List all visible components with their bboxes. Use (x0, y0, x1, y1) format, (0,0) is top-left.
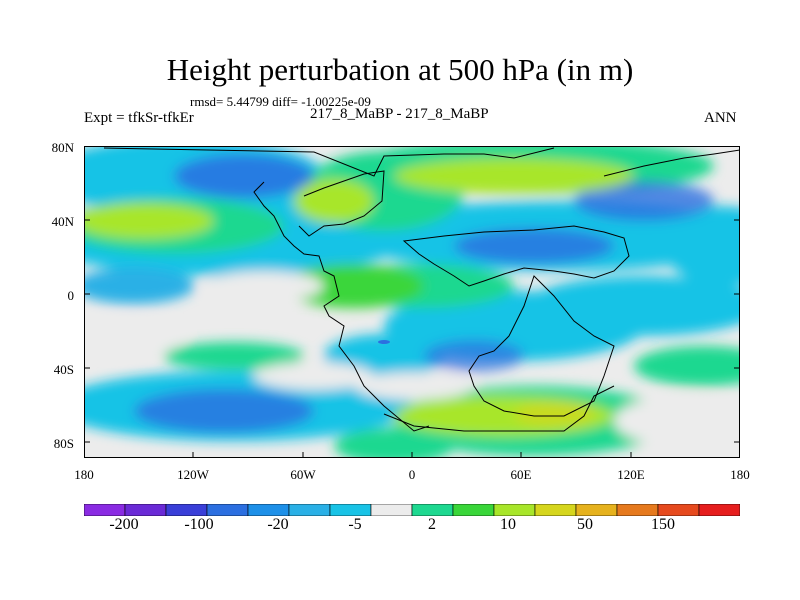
colorbar-swatch (411, 504, 454, 516)
colorbar-swatch (329, 504, 372, 516)
coastline (603, 149, 740, 177)
colorbar-label: 50 (577, 516, 593, 533)
contour-region (164, 342, 304, 370)
contour-region (84, 318, 184, 354)
contour-region (514, 402, 594, 426)
contour-region (424, 340, 524, 372)
contour-region (174, 154, 314, 198)
contour-region (284, 264, 424, 308)
coastline (298, 170, 385, 237)
plot-title: Height perturbation at 500 hPa (in m) (166, 52, 634, 87)
contour-region (574, 181, 714, 221)
coastline (103, 147, 555, 177)
colorbar-label: -20 (267, 516, 289, 533)
colorbar-swatch (575, 504, 618, 516)
colorbar-swatch (493, 504, 536, 516)
lon-tick-label: 60E (510, 467, 532, 482)
lat-tick-label: 40S (53, 362, 74, 377)
colorbar-swatch (657, 504, 700, 516)
season-label: ANN (704, 110, 737, 126)
colorbar-label: -5 (348, 516, 362, 533)
colorbar-label: 10 (500, 516, 516, 533)
contour-region (134, 389, 314, 433)
colorbar-swatch (288, 504, 331, 516)
lon-tick-label: 120E (617, 467, 645, 482)
colorbar-label: -200 (109, 516, 139, 533)
lat-tick-label: 0 (67, 288, 75, 303)
colorbar-swatch (534, 504, 577, 516)
coastline (383, 385, 615, 432)
contour-region (294, 179, 374, 223)
lat-tick-label: 80S (53, 436, 74, 451)
contour-region (84, 203, 214, 239)
coastline (253, 181, 430, 432)
colorbar-label: -100 (184, 516, 214, 533)
coastlines (103, 147, 740, 432)
contour-region (634, 346, 740, 386)
contour-region (524, 276, 740, 336)
contour-region (394, 158, 634, 194)
island-feature (378, 340, 390, 344)
colorbar-swatch (370, 504, 413, 516)
contour-region (614, 396, 740, 446)
contour-region (354, 372, 474, 400)
colorbar-swatch (206, 504, 249, 516)
colorbar-swatch (84, 504, 126, 516)
case-label: 217_8_MaBP - 217_8_MaBP (310, 106, 489, 122)
colorbar-swatch (698, 504, 740, 516)
coastline (468, 275, 615, 417)
contour-region (254, 362, 374, 390)
colorbar-swatch (452, 504, 495, 516)
lon-tick-label: 180 (730, 467, 750, 482)
contour-region (454, 228, 614, 264)
contour-map (84, 146, 740, 458)
colorbar-swatch (124, 504, 167, 516)
lon-tick-label: 0 (408, 467, 416, 482)
lon-tick-label: 120W (177, 467, 209, 482)
axis-ticks (84, 146, 740, 458)
contour-region (664, 206, 740, 286)
stats-label: rmsd= 5.44799 diff= -1.00225e-09 (190, 94, 371, 109)
colorbar-swatch (616, 504, 659, 516)
colorbar-label: 150 (651, 516, 675, 533)
colorbar-label: 2 (428, 516, 436, 533)
contour-region (204, 271, 324, 301)
contour-region (84, 268, 194, 304)
lat-tick-label: 40N (51, 214, 74, 229)
colorbar-swatch (165, 504, 208, 516)
lon-tick-label: 180 (74, 467, 94, 482)
coastline (402, 225, 630, 287)
experiment-label: Expt = tfkSr-tfkEr (84, 110, 194, 126)
colorbar-swatch (247, 504, 290, 516)
colorbar (84, 504, 740, 516)
lon-tick-label: 60W (290, 467, 316, 482)
lat-tick-label: 80N (51, 140, 74, 155)
